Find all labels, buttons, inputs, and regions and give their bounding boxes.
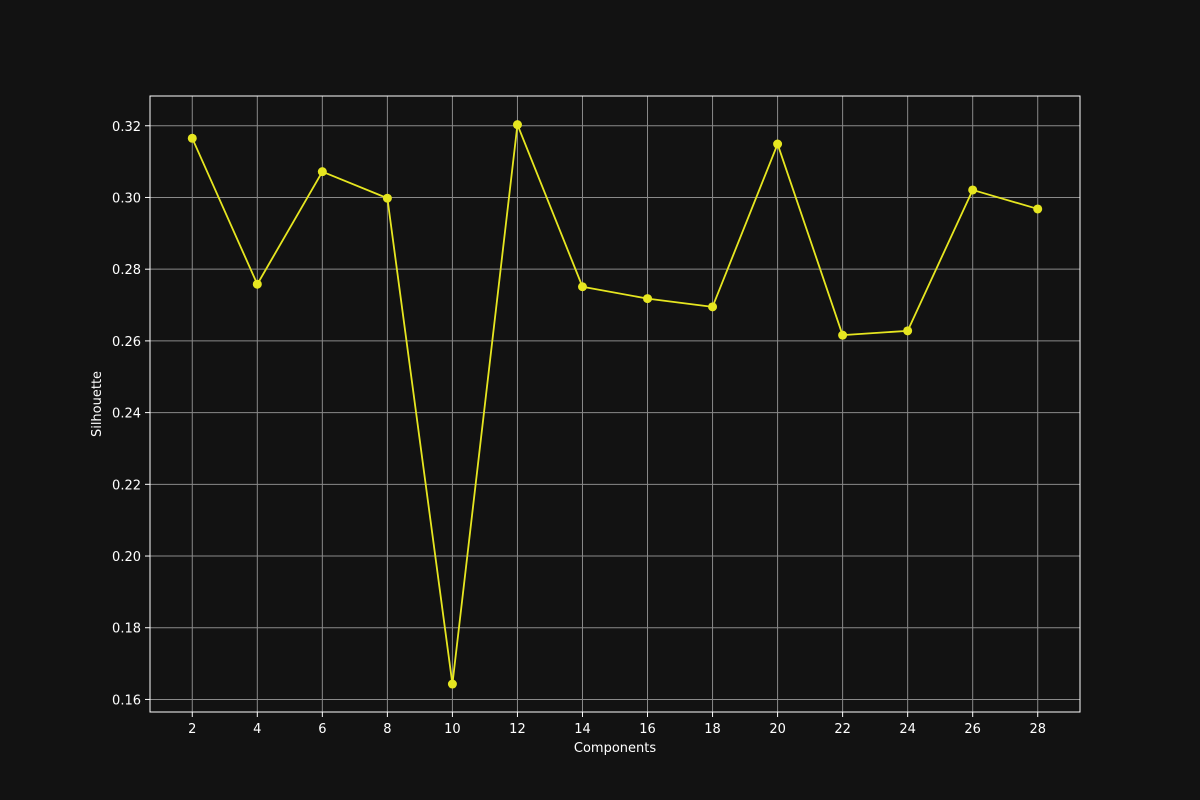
x-tick-label: 2 <box>188 722 196 737</box>
y-tick-label: 0.26 <box>112 335 141 350</box>
y-tick-label: 0.16 <box>112 693 141 708</box>
data-point <box>577 282 587 292</box>
data-point <box>643 294 653 304</box>
data-point <box>512 120 522 130</box>
y-tick-label: 0.28 <box>112 263 141 278</box>
data-point <box>317 167 327 177</box>
silhouette-series-line <box>191 123 1038 685</box>
x-tick-label: 20 <box>769 722 786 737</box>
x-tick-label: 4 <box>253 722 261 737</box>
data-point <box>838 330 848 340</box>
x-tick-label: 22 <box>834 722 851 737</box>
x-tick-label: 6 <box>318 722 326 737</box>
y-tick-label: 0.22 <box>112 478 141 493</box>
x-tick-label: 12 <box>509 722 526 737</box>
data-point <box>252 279 262 289</box>
data-point <box>1033 204 1043 214</box>
x-tick-label: 16 <box>639 722 656 737</box>
x-tick-label: 14 <box>574 722 591 737</box>
plot-frame <box>149 95 1081 713</box>
y-tick-label: 0.32 <box>112 120 141 135</box>
data-point <box>447 679 457 689</box>
x-tick-label: 26 <box>964 722 981 737</box>
data-point <box>903 326 913 336</box>
y-axis-label: Silhouette <box>90 371 105 437</box>
x-axis-ticks: 2 4 6 8 10 12 14 16 18 20 22 24 26 28 <box>188 712 1046 737</box>
data-point <box>773 139 783 149</box>
data-point <box>187 133 197 143</box>
x-tick-label: 24 <box>899 722 916 737</box>
data-point <box>968 185 978 195</box>
x-tick-label: 8 <box>383 722 391 737</box>
y-tick-label: 0.20 <box>112 550 141 565</box>
x-tick-label: 28 <box>1029 722 1046 737</box>
data-point <box>382 193 392 203</box>
y-tick-label: 0.30 <box>112 191 141 206</box>
series-layer <box>187 120 1043 689</box>
y-tick-label: 0.18 <box>112 622 141 637</box>
x-axis-label: Components <box>574 741 656 756</box>
x-tick-label: 10 <box>444 722 461 737</box>
y-axis-ticks: 0.16 0.18 0.20 0.22 0.24 0.26 0.28 0.30 0.32 <box>112 120 150 708</box>
data-point <box>708 302 718 312</box>
grid-lines <box>150 96 1080 712</box>
y-tick-label: 0.24 <box>112 407 141 422</box>
x-tick-label: 18 <box>704 722 721 737</box>
